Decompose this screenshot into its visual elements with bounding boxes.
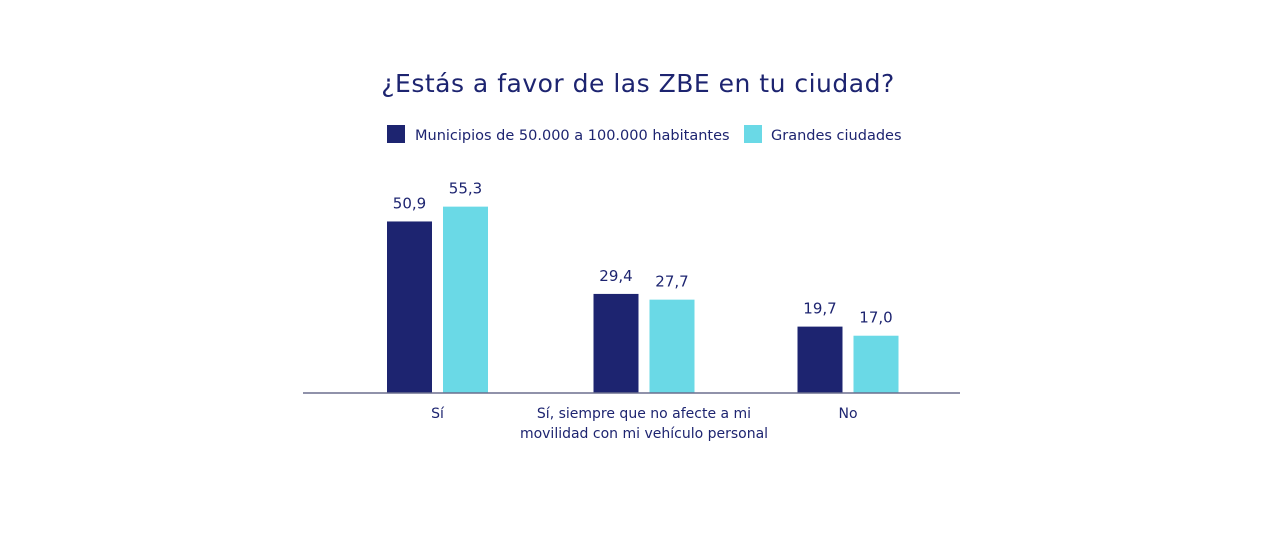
bar-municipios-0 xyxy=(387,221,432,393)
category-label: movilidad con mi vehículo personal xyxy=(520,426,768,442)
chart-title: ¿Estás a favor de las ZBE en tu ciudad? xyxy=(381,69,894,98)
legend-swatch-municipios xyxy=(387,125,405,143)
bar-municipios-2 xyxy=(797,326,843,393)
bar-grandes-ciudades-1 xyxy=(649,299,695,393)
category-labels: Sí Sí, siempre que no afecte a mi movilida… xyxy=(431,406,857,442)
category-label: Sí, siempre que no afecte a mi xyxy=(537,406,751,422)
category-label: Sí xyxy=(431,406,445,422)
bar-grandes-ciudades-2 xyxy=(853,335,899,393)
value-label: 27,7 xyxy=(655,273,688,291)
value-label: 17,0 xyxy=(859,309,892,327)
bar-municipios-1 xyxy=(593,293,639,393)
category-label: No xyxy=(838,406,857,422)
value-label: 55,3 xyxy=(449,180,482,198)
legend-label-grandes-ciudades: Grandes ciudades xyxy=(771,128,902,144)
legend: Municipios de 50.000 a 100.000 habitante… xyxy=(387,125,902,144)
legend-label-municipios: Municipios de 50.000 a 100.000 habitante… xyxy=(415,128,730,144)
value-labels: 50,9 55,3 29,4 27,7 19,7 17,0 xyxy=(393,180,893,327)
value-label: 19,7 xyxy=(803,300,836,318)
value-label: 50,9 xyxy=(393,194,426,212)
bars xyxy=(387,206,899,393)
value-label: 29,4 xyxy=(599,267,632,285)
bar-grandes-ciudades-0 xyxy=(443,206,488,393)
legend-swatch-grandes-ciudades xyxy=(744,125,762,143)
